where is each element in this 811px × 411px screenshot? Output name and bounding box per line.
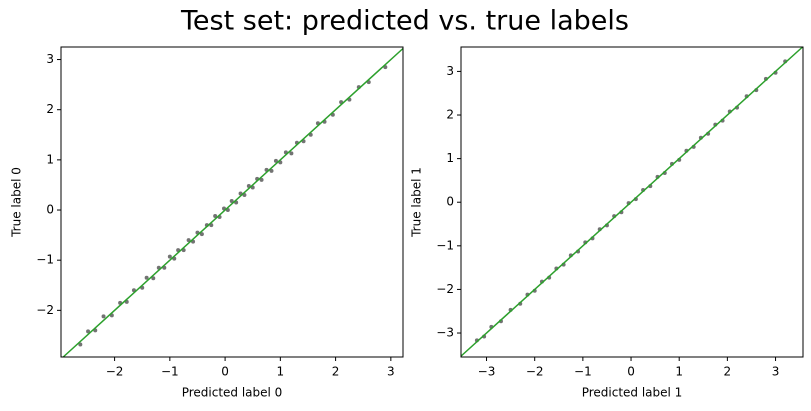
x-tick-label: 3 xyxy=(772,365,780,379)
identity-line xyxy=(62,47,404,358)
point xyxy=(289,151,294,156)
point xyxy=(144,275,149,280)
x-tick-label: 0 xyxy=(627,365,635,379)
y-tick-label: 0 xyxy=(446,195,454,209)
x-tick-label: 0 xyxy=(221,365,229,379)
y-tick-label: −3 xyxy=(436,326,454,340)
x-axis-label: Predicted label 1 xyxy=(582,386,683,400)
x-tick-label: −1 xyxy=(161,365,179,379)
point xyxy=(259,177,264,182)
point xyxy=(186,238,191,243)
point xyxy=(151,276,156,281)
y-tick-label: −1 xyxy=(436,238,454,252)
point xyxy=(86,329,91,334)
y-tick-label: −2 xyxy=(436,282,454,296)
x-tick-label: 1 xyxy=(675,365,683,379)
y-tick-label: 3 xyxy=(446,64,454,78)
y-tick-label: 1 xyxy=(446,151,454,165)
x-tick-label: −2 xyxy=(106,365,124,379)
point xyxy=(269,168,274,173)
point xyxy=(229,198,234,203)
point xyxy=(199,232,204,237)
y-tick-label: −2 xyxy=(36,303,54,317)
y-tick-label: 3 xyxy=(46,52,54,66)
y-axis-label: True label 1 xyxy=(410,167,424,238)
x-tick-label: 2 xyxy=(724,365,732,379)
x-tick-label: 1 xyxy=(277,365,285,379)
point xyxy=(101,314,106,319)
x-tick-label: 2 xyxy=(332,365,340,379)
identity-line xyxy=(460,46,804,357)
x-tick-label: −1 xyxy=(574,365,592,379)
x-tick-label: −2 xyxy=(526,365,544,379)
axes-frame xyxy=(60,46,404,358)
point xyxy=(273,158,278,163)
x-tick-label: 3 xyxy=(387,365,395,379)
y-tick-label: 1 xyxy=(46,152,54,166)
y-axis-label: True label 0 xyxy=(10,167,24,238)
point xyxy=(213,214,218,219)
y-tick-label: −1 xyxy=(36,253,54,267)
point xyxy=(167,254,172,259)
point xyxy=(78,342,83,347)
y-tick-label: 2 xyxy=(46,102,54,116)
x-tick-label: −3 xyxy=(478,365,496,379)
y-tick-label: 2 xyxy=(446,108,454,122)
y-tick-label: 0 xyxy=(46,203,54,217)
figure-title: Test set: predicted vs. true labels xyxy=(180,6,629,37)
x-axis-label: Predicted label 0 xyxy=(182,386,283,400)
